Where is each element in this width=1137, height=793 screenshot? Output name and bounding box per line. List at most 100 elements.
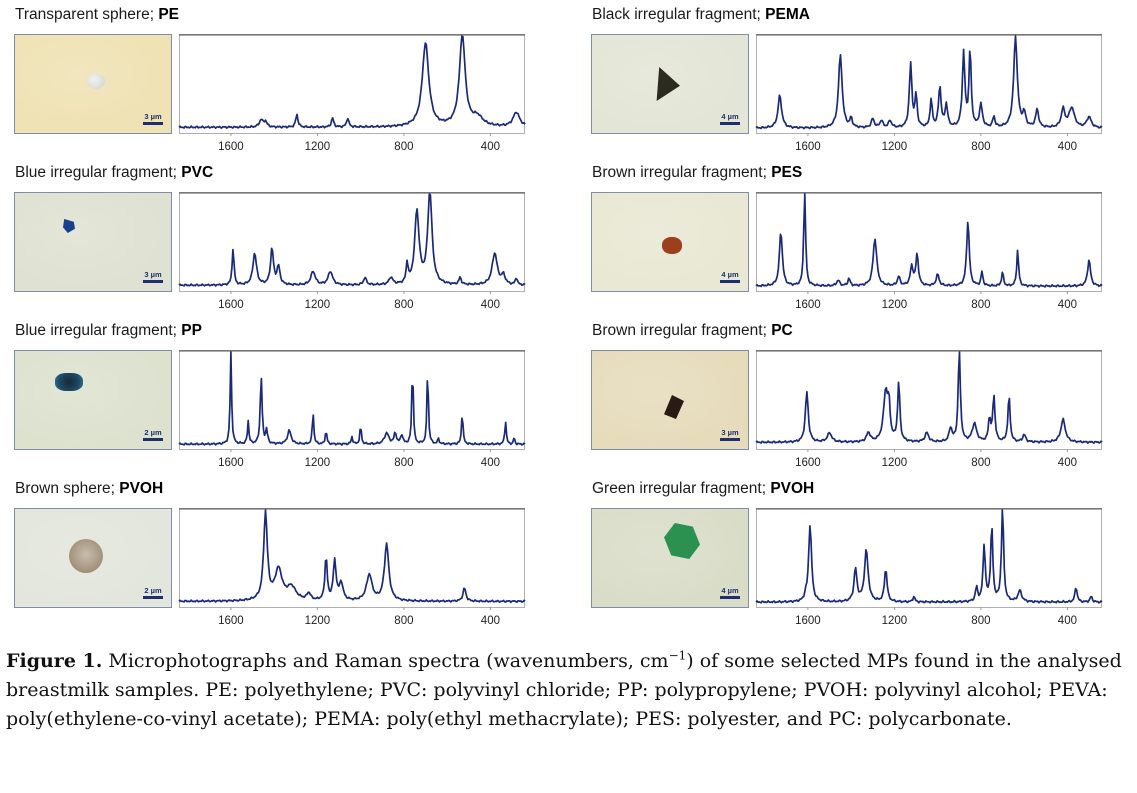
plot-frame <box>756 350 1102 450</box>
microphotograph: 3 µm <box>591 350 749 450</box>
particle-description: Blue irregular fragment; <box>15 164 182 181</box>
x-tick-label: 1200 <box>305 457 331 469</box>
x-tick-label: 400 <box>481 141 500 153</box>
scale-bar: 3 µm <box>143 112 163 125</box>
raman-spectrum-chart: 1600 1200 800 400 <box>178 508 526 627</box>
spectrum-line <box>178 351 526 446</box>
scale-bar-line <box>720 438 740 441</box>
x-tick-label: 800 <box>394 141 413 153</box>
scale-bar-label: 3 µm <box>721 428 739 437</box>
x-tick-label: 1600 <box>795 141 821 153</box>
scale-bar: 2 µm <box>143 586 163 599</box>
plot-frame <box>756 192 1102 292</box>
x-tick-label: 400 <box>1058 615 1077 627</box>
x-tick-label: 800 <box>971 457 990 469</box>
polymer-label: PES <box>771 164 803 181</box>
x-tick-label: 1200 <box>882 615 908 627</box>
scale-bar-line <box>143 438 163 441</box>
microphotograph: 4 µm <box>591 34 749 134</box>
scale-bar-label: 3 µm <box>144 112 162 121</box>
particle-description: Brown irregular fragment; <box>592 322 772 339</box>
x-tick-label: 400 <box>1058 457 1077 469</box>
scale-bar-label: 4 µm <box>721 586 739 595</box>
scale-bar: 4 µm <box>720 270 740 283</box>
raman-spectrum-chart: 1600 1200 800 400 <box>755 508 1103 627</box>
x-tick-label: 400 <box>1058 141 1077 153</box>
particle-black-triangle <box>656 67 680 101</box>
x-tick-label: 800 <box>394 457 413 469</box>
x-tick-label: 800 <box>971 615 990 627</box>
spectrum-line <box>178 193 526 287</box>
x-tick-label: 1200 <box>882 141 908 153</box>
x-tick-label: 1600 <box>795 615 821 627</box>
raman-spectrum-chart: 1600 1200 800 400 <box>178 192 526 311</box>
particle-brown-fragment <box>662 237 682 254</box>
x-tick-label: 800 <box>971 299 990 311</box>
microphotograph: 2 µm <box>14 508 172 608</box>
scale-bar-label: 2 µm <box>144 428 162 437</box>
scale-bar: 2 µm <box>143 428 163 441</box>
x-tick-label: 400 <box>481 457 500 469</box>
scale-bar: 3 µm <box>143 270 163 283</box>
caption-label: Figure 1. <box>6 650 103 672</box>
raman-spectrum-chart: 1600 1200 800 400 <box>178 350 526 469</box>
scale-bar-line <box>143 122 163 125</box>
x-tick-label: 1200 <box>882 299 908 311</box>
panel-title: Brown sphere; PVOH <box>15 480 163 498</box>
plot-frame <box>179 192 525 292</box>
spectrum-line <box>178 509 526 604</box>
microphotograph: 3 µm <box>14 192 172 292</box>
particle-transparent-sphere <box>87 73 105 89</box>
x-tick-label: 800 <box>394 615 413 627</box>
spectrum-line <box>755 351 1103 444</box>
panel-title: Brown irregular fragment; PC <box>592 322 793 340</box>
raman-spectrum-chart: 1600 1200 800 400 <box>178 34 526 153</box>
x-tick-label: 1200 <box>305 141 331 153</box>
x-tick-label: 400 <box>481 299 500 311</box>
polymer-label: PVOH <box>119 480 164 497</box>
x-tick-label: 1200 <box>305 615 331 627</box>
microphotograph: 2 µm <box>14 350 172 450</box>
scale-bar-label: 4 µm <box>721 112 739 121</box>
microphotograph: 3 µm <box>14 34 172 134</box>
particle-brown-sphere <box>69 539 103 573</box>
x-tick-label: 1200 <box>305 299 331 311</box>
x-tick-label: 1600 <box>795 299 821 311</box>
caption-text-post: ) of some selected MPs found in the anal… <box>6 650 1122 730</box>
x-tick-label: 1600 <box>218 299 244 311</box>
caption-superscript: −1 <box>668 648 687 663</box>
polymer-label: PVOH <box>770 480 815 497</box>
polymer-label: PE <box>158 6 179 23</box>
scale-bar-line <box>720 596 740 599</box>
microphotograph: 4 µm <box>591 192 749 292</box>
microphotograph: 4 µm <box>591 508 749 608</box>
x-tick-label: 800 <box>394 299 413 311</box>
particle-description: Green irregular fragment; <box>592 480 771 497</box>
particle-description: Black irregular fragment; <box>592 6 766 23</box>
x-tick-label: 1600 <box>218 615 244 627</box>
spectrum-line <box>178 35 526 130</box>
plot-frame <box>179 350 525 450</box>
scale-bar: 4 µm <box>720 112 740 125</box>
particle-description: Brown sphere; <box>15 480 120 497</box>
particle-blue-fragment <box>63 219 75 233</box>
polymer-label: PVC <box>181 164 214 181</box>
x-tick-label: 400 <box>481 615 500 627</box>
x-tick-label: 400 <box>1058 299 1077 311</box>
spectrum-line <box>755 193 1103 288</box>
polymer-label: PEMA <box>765 6 810 23</box>
panel-title: Brown irregular fragment; PES <box>592 164 802 182</box>
scale-bar-line <box>143 596 163 599</box>
plot-frame <box>179 508 525 608</box>
scale-bar-line <box>143 280 163 283</box>
spectrum-line <box>755 509 1103 604</box>
scale-bar-label: 4 µm <box>721 270 739 279</box>
figure-caption: Figure 1. Microphotographs and Raman spe… <box>6 647 1134 734</box>
panel-title: Black irregular fragment; PEMA <box>592 6 810 24</box>
x-tick-label: 800 <box>971 141 990 153</box>
panel-title: Green irregular fragment; PVOH <box>592 480 814 498</box>
x-tick-label: 1600 <box>795 457 821 469</box>
particle-green-fragment <box>664 523 700 559</box>
particle-description: Blue irregular fragment; <box>15 322 182 339</box>
scale-bar: 3 µm <box>720 428 740 441</box>
